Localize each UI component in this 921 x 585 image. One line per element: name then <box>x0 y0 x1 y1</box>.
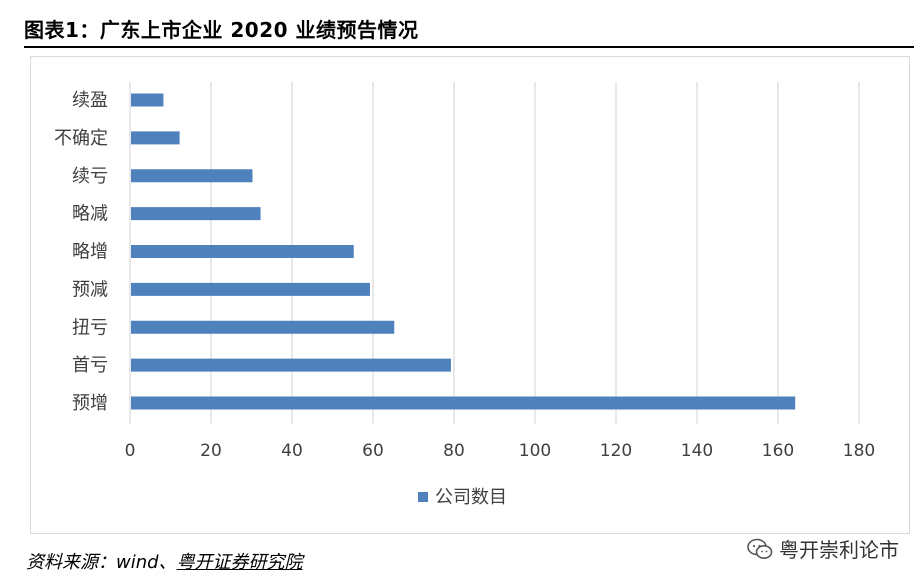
x-tick-label-100: 100 <box>519 441 551 461</box>
bar-续盈 <box>131 93 164 107</box>
category-label-预减: 预减 <box>72 279 108 300</box>
bar-chart: 0 20 40 60 80 100 120 140 160 180 续盈不确定续亏略减略增预减扭亏首… <box>54 82 875 508</box>
bar-预减 <box>131 282 370 296</box>
x-tick-label-0: 0 <box>125 441 136 461</box>
title-underline <box>24 46 914 48</box>
legend-label: 公司数目 <box>435 487 507 508</box>
x-tick-label-140: 140 <box>681 441 713 461</box>
wechat-icon <box>747 538 773 559</box>
bar-续亏 <box>131 169 253 183</box>
source-note: 资料来源：wind、粤开证券研究院 <box>26 548 303 574</box>
category-label-略增: 略增 <box>72 242 108 263</box>
category-label-首亏: 首亏 <box>72 355 108 376</box>
x-tick-label-80: 80 <box>443 441 465 461</box>
bar-首亏 <box>131 358 451 372</box>
watermark: 粤开崇利论市 <box>747 534 899 563</box>
category-label-不确定: 不确定 <box>54 128 108 149</box>
bar-不确定 <box>131 131 180 145</box>
chart-frame <box>30 56 910 534</box>
x-tick-label-180: 180 <box>843 441 875 461</box>
bar-扭亏 <box>131 320 395 334</box>
category-label-续亏: 续亏 <box>72 166 108 187</box>
source-prefix: 资料来源：wind、 <box>26 552 177 573</box>
chart-title: 图表1：广东上市企业 2020 业绩预告情况 <box>24 18 419 42</box>
x-tick-label-120: 120 <box>600 441 632 461</box>
x-tick-label-40: 40 <box>281 441 303 461</box>
legend-swatch <box>418 492 428 502</box>
category-label-略减: 略减 <box>72 204 108 225</box>
bar-预增 <box>131 396 796 410</box>
watermark-text: 粤开崇利论市 <box>779 538 899 562</box>
bar-略增 <box>131 245 354 258</box>
x-tick-label-60: 60 <box>362 441 384 461</box>
category-label-扭亏: 扭亏 <box>72 317 108 338</box>
category-label-续盈: 续盈 <box>72 90 108 111</box>
source-org-link[interactable]: 粤开证券研究院 <box>176 552 303 573</box>
bar-略减 <box>131 207 261 221</box>
x-tick-label-160: 160 <box>762 441 794 461</box>
category-label-预增: 预增 <box>72 393 108 414</box>
x-tick-label-20: 20 <box>200 441 222 461</box>
